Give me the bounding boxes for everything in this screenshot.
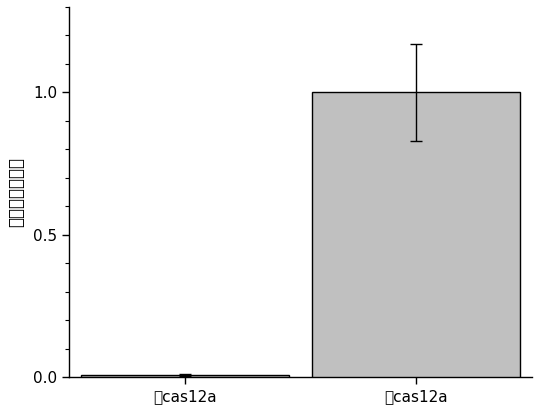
Bar: [81, 375, 289, 377]
Bar: [312, 92, 521, 377]
Y-axis label: 归一化荧光强度: 归一化荧光强度: [7, 157, 25, 227]
